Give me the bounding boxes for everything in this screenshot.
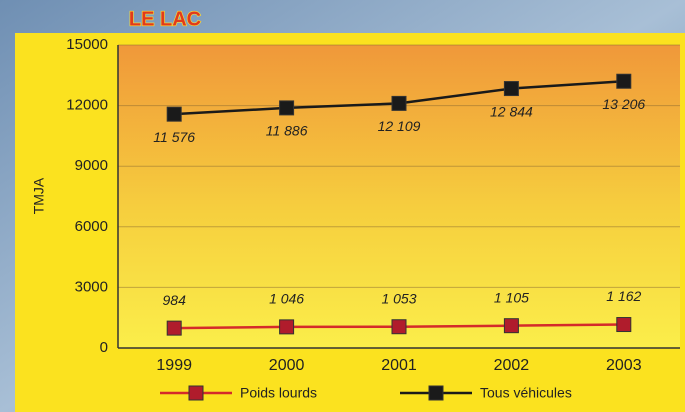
y-tick-label: 3000 (75, 278, 108, 295)
data-label: 12 109 (378, 118, 421, 134)
x-tick-label: 2001 (381, 357, 417, 374)
x-tick-label: 2000 (269, 357, 305, 374)
legend-marker (188, 385, 204, 401)
point-marker (166, 106, 182, 122)
data-label: 1 162 (606, 288, 641, 304)
data-label: 11 886 (266, 123, 308, 139)
y-tick-label: 0 (100, 339, 108, 356)
data-label: 13 206 (602, 96, 645, 112)
x-tick-label: 2003 (606, 357, 642, 374)
y-tick-label: 12000 (66, 97, 108, 114)
y-tick-label: 15000 (66, 36, 108, 53)
point-marker (166, 320, 182, 336)
data-label: 984 (163, 292, 187, 308)
plot-area (118, 45, 680, 348)
y-tick-label: 9000 (75, 157, 108, 174)
data-label: 11 576 (153, 129, 195, 145)
legend-marker (428, 385, 444, 401)
y-axis-label: TMJA (31, 177, 47, 214)
point-marker (391, 95, 407, 111)
x-tick-label: 2002 (494, 357, 530, 374)
data-label: 1 046 (269, 291, 304, 307)
x-tick-label: 1999 (156, 357, 192, 374)
point-marker (503, 318, 519, 334)
data-label: 1 105 (494, 289, 529, 305)
point-marker (391, 319, 407, 335)
point-marker (279, 100, 295, 116)
legend-label: Poids lourds (240, 385, 317, 401)
point-marker (616, 73, 632, 89)
point-marker (503, 81, 519, 97)
chart-title: LE LAC (129, 8, 201, 30)
data-label: 1 053 (381, 290, 416, 306)
legend-label: Tous véhicules (480, 385, 572, 401)
y-tick-label: 6000 (75, 218, 108, 235)
data-label: 12 844 (490, 103, 533, 119)
point-marker (616, 317, 632, 333)
point-marker (279, 319, 295, 335)
